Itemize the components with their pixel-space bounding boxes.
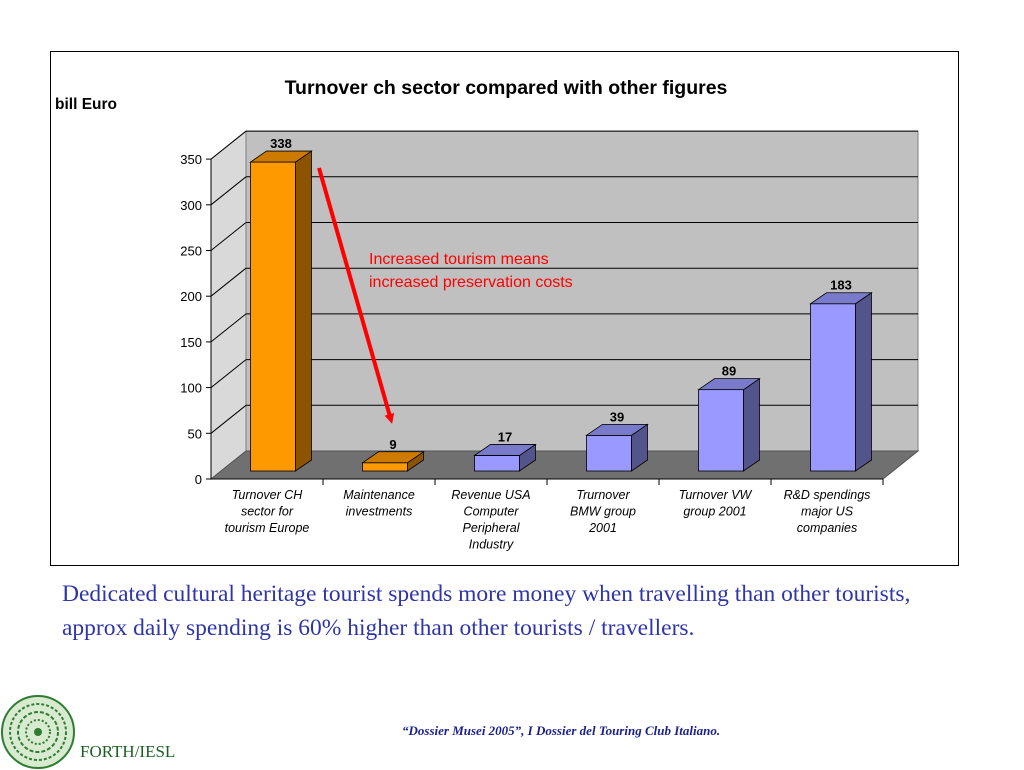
bar-front	[699, 390, 744, 471]
y-tick-label: 300	[180, 198, 202, 213]
y-tick-label: 100	[180, 381, 202, 396]
bar-5	[811, 293, 872, 471]
logo-text: FORTH/IESL	[80, 742, 175, 762]
bar-front	[475, 455, 520, 471]
bar-side	[856, 293, 872, 471]
data-label: 183	[830, 278, 852, 293]
x-tick-label: Maintenance investments	[343, 488, 415, 519]
chart-title: Turnover ch sector compared with other f…	[285, 77, 728, 99]
y-tick-label: 350	[180, 152, 202, 167]
data-label: 39	[610, 409, 624, 424]
y-tick-label: 250	[180, 244, 202, 259]
body-text: Dedicated cultural heritage tourist spen…	[62, 577, 962, 645]
bar-front	[251, 162, 296, 471]
x-tick-label: Turnover VW group 2001	[679, 488, 753, 519]
y-tick-label: 150	[180, 335, 202, 350]
data-label: 89	[722, 364, 736, 379]
bar-side	[744, 379, 760, 471]
side-wall	[211, 131, 246, 479]
forth-logo-icon	[0, 694, 76, 770]
y-tick-label: 200	[180, 289, 202, 304]
bar-front	[363, 463, 408, 471]
bar-front	[587, 435, 632, 471]
data-label: 338	[270, 136, 292, 151]
x-tick-label: Trurnover BMW group 2001	[570, 488, 636, 535]
data-label: 17	[498, 429, 512, 444]
bar-front	[811, 304, 856, 471]
data-label: 9	[389, 437, 396, 452]
y-tick-label: 0	[195, 472, 202, 487]
bar-side	[296, 151, 312, 471]
bar-chart: 0 50 100 150 200 250 300 350 338 Turnover CH secto…	[51, 52, 960, 567]
y-tick-label: 50	[188, 426, 202, 441]
x-tick-label: Revenue USA Computer Peripheral Industry	[451, 488, 530, 552]
source-note: “Dossier Musei 2005”, I Dossier del Tour…	[402, 723, 720, 739]
bar-3	[587, 424, 648, 471]
y-axis-label: bill Euro	[55, 96, 117, 113]
x-tick-label: Turnover CH sector for tourism Europe	[225, 488, 310, 535]
bar-0	[251, 151, 312, 471]
chart-frame: 0 50 100 150 200 250 300 350 338 Turnover CH secto…	[50, 51, 959, 566]
x-tick-label: R&D spendings major US companies	[784, 488, 871, 535]
bar-4	[699, 379, 760, 471]
